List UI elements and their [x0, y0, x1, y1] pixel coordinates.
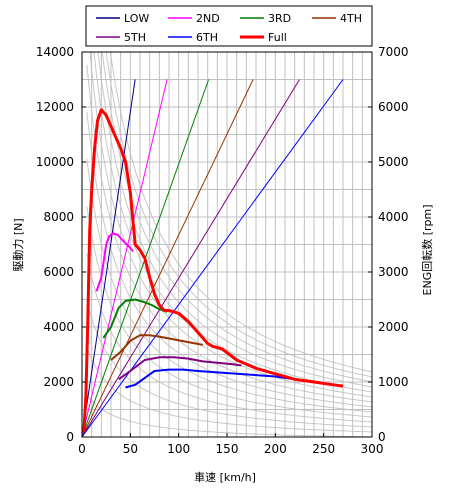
y2-tick-label: 0 — [378, 430, 386, 444]
y-axis-label: 駆動力 [N] — [11, 218, 25, 271]
rpm-line-2nd — [81, 79, 168, 438]
y2-tick-label: 3000 — [378, 265, 409, 279]
y-tick-label: 2000 — [43, 375, 74, 389]
x-tick-label: 50 — [123, 442, 138, 456]
rpm-line-6th — [81, 79, 344, 438]
y2-tick-label: 6000 — [378, 100, 409, 114]
background-curve — [89, 52, 372, 398]
background-curve — [105, 52, 372, 378]
y-tick-label: 8000 — [43, 210, 74, 224]
x-tick-label: 250 — [312, 442, 335, 456]
background-curve — [109, 52, 372, 373]
legend-label-3rd: 3RD — [268, 12, 291, 25]
rpm-line-5th — [81, 79, 300, 438]
y2-tick-label: 5000 — [378, 155, 409, 169]
legend-label-low: LOW — [124, 12, 149, 25]
background-curve — [86, 159, 372, 413]
y-tick-label: 14000 — [36, 45, 74, 59]
background-curve — [86, 347, 372, 433]
y2-tick-label: 2000 — [378, 320, 409, 334]
rpm-line-low — [81, 79, 136, 438]
series-5th — [118, 356, 242, 381]
y-tick-label: 0 — [66, 430, 74, 444]
gear-rpm-lines — [81, 79, 344, 438]
background-curve — [86, 394, 372, 437]
x-tick-label: 150 — [216, 442, 239, 456]
background-curve — [86, 300, 372, 428]
background-curve — [101, 52, 372, 383]
grid — [82, 52, 372, 437]
legend-label-2nd: 2ND — [196, 12, 220, 25]
background-curve — [86, 206, 372, 418]
rpm-line-4th — [81, 79, 254, 438]
series-full — [82, 108, 344, 432]
background-curve — [86, 253, 372, 423]
background-curve — [86, 111, 372, 408]
legend-label-full: Full — [268, 31, 287, 44]
x-tick-label: 200 — [264, 442, 287, 456]
series-3rd — [102, 298, 168, 339]
x-axis-label: 車速 [km/h] — [194, 470, 256, 484]
x-tick-label: 100 — [167, 442, 190, 456]
y-tick-label: 10000 — [36, 155, 74, 169]
legend-box — [85, 5, 373, 47]
legend-label-5th: 5TH — [124, 31, 146, 44]
x-tick-label: 0 — [78, 442, 86, 456]
y-tick-label: 12000 — [36, 100, 74, 114]
legend: LOW 2ND 3RD 4TH 5TH 6TH Full — [85, 5, 373, 47]
series-6th — [125, 368, 295, 389]
y2-axis-label: ENG回転数 [rpm] — [421, 204, 434, 295]
legend-label-6th: 6TH — [196, 31, 218, 44]
series-2nd — [95, 232, 134, 292]
series-4th — [110, 334, 203, 361]
y2-tick-label: 4000 — [378, 210, 409, 224]
legend-label-4th: 4TH — [340, 12, 362, 25]
x-tick-label: 300 — [361, 442, 384, 456]
y-tick-label: 6000 — [43, 265, 74, 279]
y2-tick-label: 7000 — [378, 45, 409, 59]
y-tick-label: 4000 — [43, 320, 74, 334]
series-layer — [82, 108, 344, 432]
axis-ticks: 0 50 100 150 200 250 3000200040006000800010000… — [36, 45, 409, 456]
y2-tick-label: 1000 — [378, 375, 409, 389]
background-curve — [86, 64, 372, 403]
